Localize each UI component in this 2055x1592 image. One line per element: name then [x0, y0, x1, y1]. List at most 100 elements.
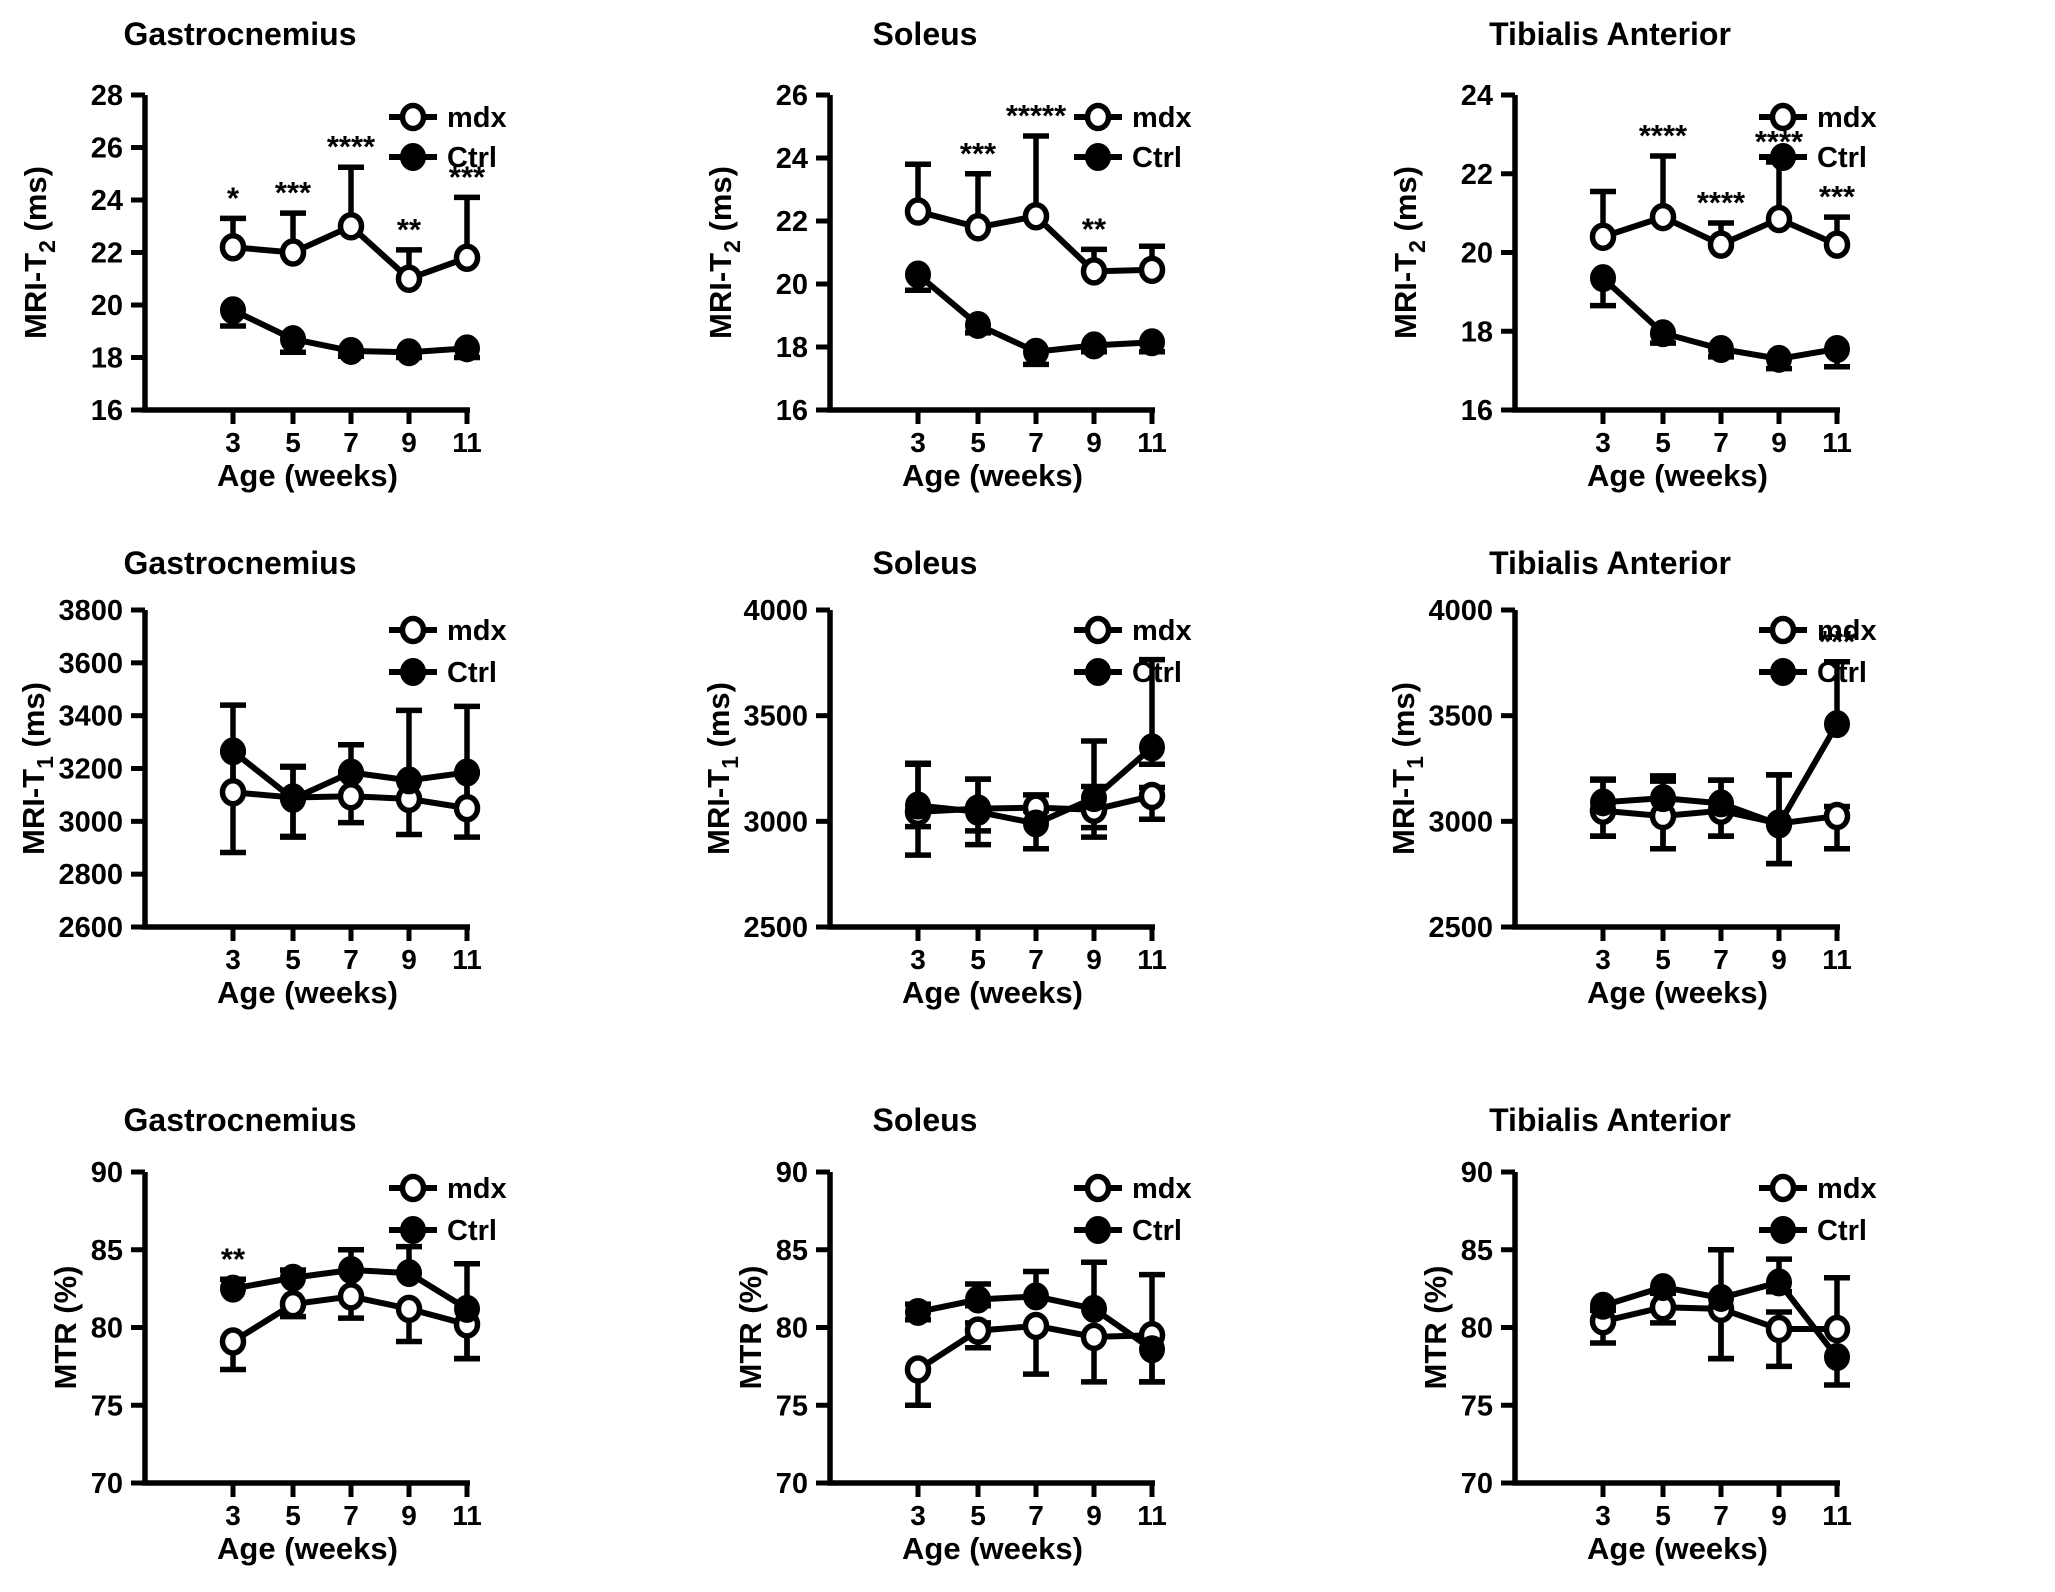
- y-axis-label: MRI-T1 (ms): [701, 682, 743, 855]
- x-tick-label: 5: [970, 427, 986, 458]
- x-tick-label: 9: [401, 427, 417, 458]
- series-marker-Ctrl: [1081, 784, 1107, 813]
- y-tick-label: 3200: [58, 754, 123, 786]
- panel-t2-tibialis-anterior: Tibialis Anterior 16 18 20 22 24 3 5 7 9 11 Age (w…: [1370, 0, 2055, 530]
- series-marker-Ctrl: [1081, 1294, 1107, 1323]
- y-tick-label: 3500: [743, 701, 808, 733]
- series-marker-mdx: [219, 233, 247, 262]
- series-marker-Ctrl: [905, 260, 931, 289]
- series-marker-mdx: [964, 1316, 992, 1345]
- y-tick-label: 3400: [58, 701, 123, 733]
- y-tick-label: 4000: [1428, 595, 1493, 627]
- y-tick-label: 90: [776, 1157, 808, 1189]
- series-marker-Ctrl: [965, 1285, 991, 1314]
- y-tick-label: 22: [776, 206, 808, 238]
- open-circle-icon: [1769, 1173, 1797, 1203]
- y-tick-label: 26: [776, 80, 808, 112]
- series-marker-mdx: [1080, 257, 1108, 286]
- series-marker-mdx: [395, 1294, 423, 1324]
- series-marker-Ctrl: [1139, 328, 1165, 357]
- x-tick-label: 5: [1655, 944, 1671, 975]
- significance-stars: ****: [327, 129, 376, 164]
- x-axis-label: Age (weeks): [217, 975, 398, 1010]
- y-tick-label: 18: [776, 332, 808, 364]
- y-tick-label: 22: [1461, 159, 1493, 191]
- series-marker-mdx: [395, 264, 423, 293]
- legend-item-mdx: mdx: [1759, 102, 1877, 134]
- legend-item-mdx: mdx: [389, 1173, 507, 1205]
- x-axis-label: Age (weeks): [1587, 1531, 1768, 1566]
- series-marker-Ctrl: [454, 1294, 480, 1323]
- series-marker-mdx: [279, 1289, 307, 1319]
- y-tick-label: 24: [1461, 80, 1493, 112]
- series-marker-mdx: [1022, 202, 1050, 231]
- x-tick-label: 11: [1822, 427, 1852, 458]
- y-tick-label: 16: [1461, 395, 1493, 427]
- x-tick-label: 7: [343, 944, 359, 975]
- series-marker-mdx: [279, 238, 307, 267]
- series-marker-Ctrl: [965, 310, 991, 339]
- y-tick-label: 2800: [58, 859, 123, 891]
- legend-label: mdx: [1132, 102, 1192, 134]
- x-tick-label: 7: [1713, 1500, 1729, 1531]
- series-marker-mdx: [1589, 222, 1617, 251]
- series-marker-Ctrl: [965, 797, 991, 826]
- x-tick-label: 9: [1771, 944, 1787, 975]
- legend-label: Ctrl: [1817, 1215, 1867, 1247]
- open-circle-icon: [1769, 102, 1797, 132]
- y-tick-label: 26: [91, 133, 123, 165]
- chart-title: Tibialis Anterior: [1489, 545, 1731, 581]
- series-marker-Ctrl: [338, 336, 364, 365]
- filled-circle-icon: [400, 658, 426, 686]
- y-tick-label: 2600: [58, 912, 123, 944]
- series-marker-mdx: [1765, 204, 1793, 234]
- legend-label: Ctrl: [447, 657, 497, 689]
- open-circle-icon: [399, 1173, 427, 1203]
- series-marker-mdx: [1765, 1314, 1793, 1344]
- panel-t1-gastrocnemius: Gastrocnemius 2600 2800 3000 3200 3400 3600 38…: [0, 530, 685, 1080]
- legend-item-mdx: mdx: [1074, 1173, 1192, 1205]
- filled-circle-icon: [400, 1216, 426, 1244]
- y-tick-label: 70: [91, 1468, 123, 1500]
- x-tick-label: 5: [285, 944, 301, 975]
- series-marker-Ctrl: [220, 737, 246, 766]
- series-marker-Ctrl: [1139, 1335, 1165, 1364]
- y-axis-label: MRI-T1 (ms): [1386, 682, 1428, 855]
- series-marker-Ctrl: [1650, 1273, 1676, 1302]
- legend-item-mdx: mdx: [1074, 615, 1192, 647]
- y-tick-label: 2500: [1428, 912, 1493, 944]
- legend-item-Ctrl: Ctrl: [1074, 142, 1182, 174]
- y-axis-label: MRI-T1 (ms): [16, 682, 58, 855]
- series-marker-Ctrl: [454, 758, 480, 787]
- series-marker-mdx: [1080, 1322, 1108, 1352]
- legend-label: mdx: [447, 1173, 507, 1205]
- series-marker-Ctrl: [1139, 733, 1165, 762]
- y-tick-label: 16: [776, 395, 808, 427]
- legend-label: mdx: [1132, 1173, 1192, 1205]
- x-axis-label: Age (weeks): [1587, 458, 1768, 493]
- chart-t2-tibialis-anterior: 16 18 20 22 24 3 5 7 9 11 Age (weeks) MRI-T2 (ms) md…: [1388, 80, 1877, 493]
- significance-stars: *****: [1006, 98, 1067, 133]
- series-marker-Ctrl: [338, 1255, 364, 1284]
- significance-stars: ****: [1639, 118, 1688, 153]
- legend-label: mdx: [1817, 1173, 1877, 1205]
- significance-stars: **: [397, 212, 422, 247]
- x-tick-label: 3: [910, 944, 926, 975]
- y-tick-label: 85: [1461, 1235, 1493, 1267]
- chart-title: Tibialis Anterior: [1489, 16, 1731, 52]
- series-marker-Ctrl: [1766, 1268, 1792, 1297]
- chart-title: Gastrocnemius: [123, 16, 357, 52]
- x-tick-label: 9: [1771, 427, 1787, 458]
- chart-title: Soleus: [872, 1102, 978, 1138]
- x-tick-label: 3: [1595, 1500, 1611, 1531]
- series-marker-mdx: [337, 1282, 365, 1311]
- axis-lines: [827, 610, 1155, 930]
- series-marker-Ctrl: [1766, 344, 1792, 373]
- series-marker-Ctrl: [1023, 809, 1049, 838]
- x-axis-label: Age (weeks): [902, 975, 1083, 1010]
- y-tick-label: 3500: [1428, 701, 1493, 733]
- legend-label: Ctrl: [1132, 142, 1182, 174]
- chart-title: Soleus: [872, 16, 978, 52]
- y-tick-label: 16: [91, 395, 123, 427]
- x-tick-label: 7: [1028, 944, 1044, 975]
